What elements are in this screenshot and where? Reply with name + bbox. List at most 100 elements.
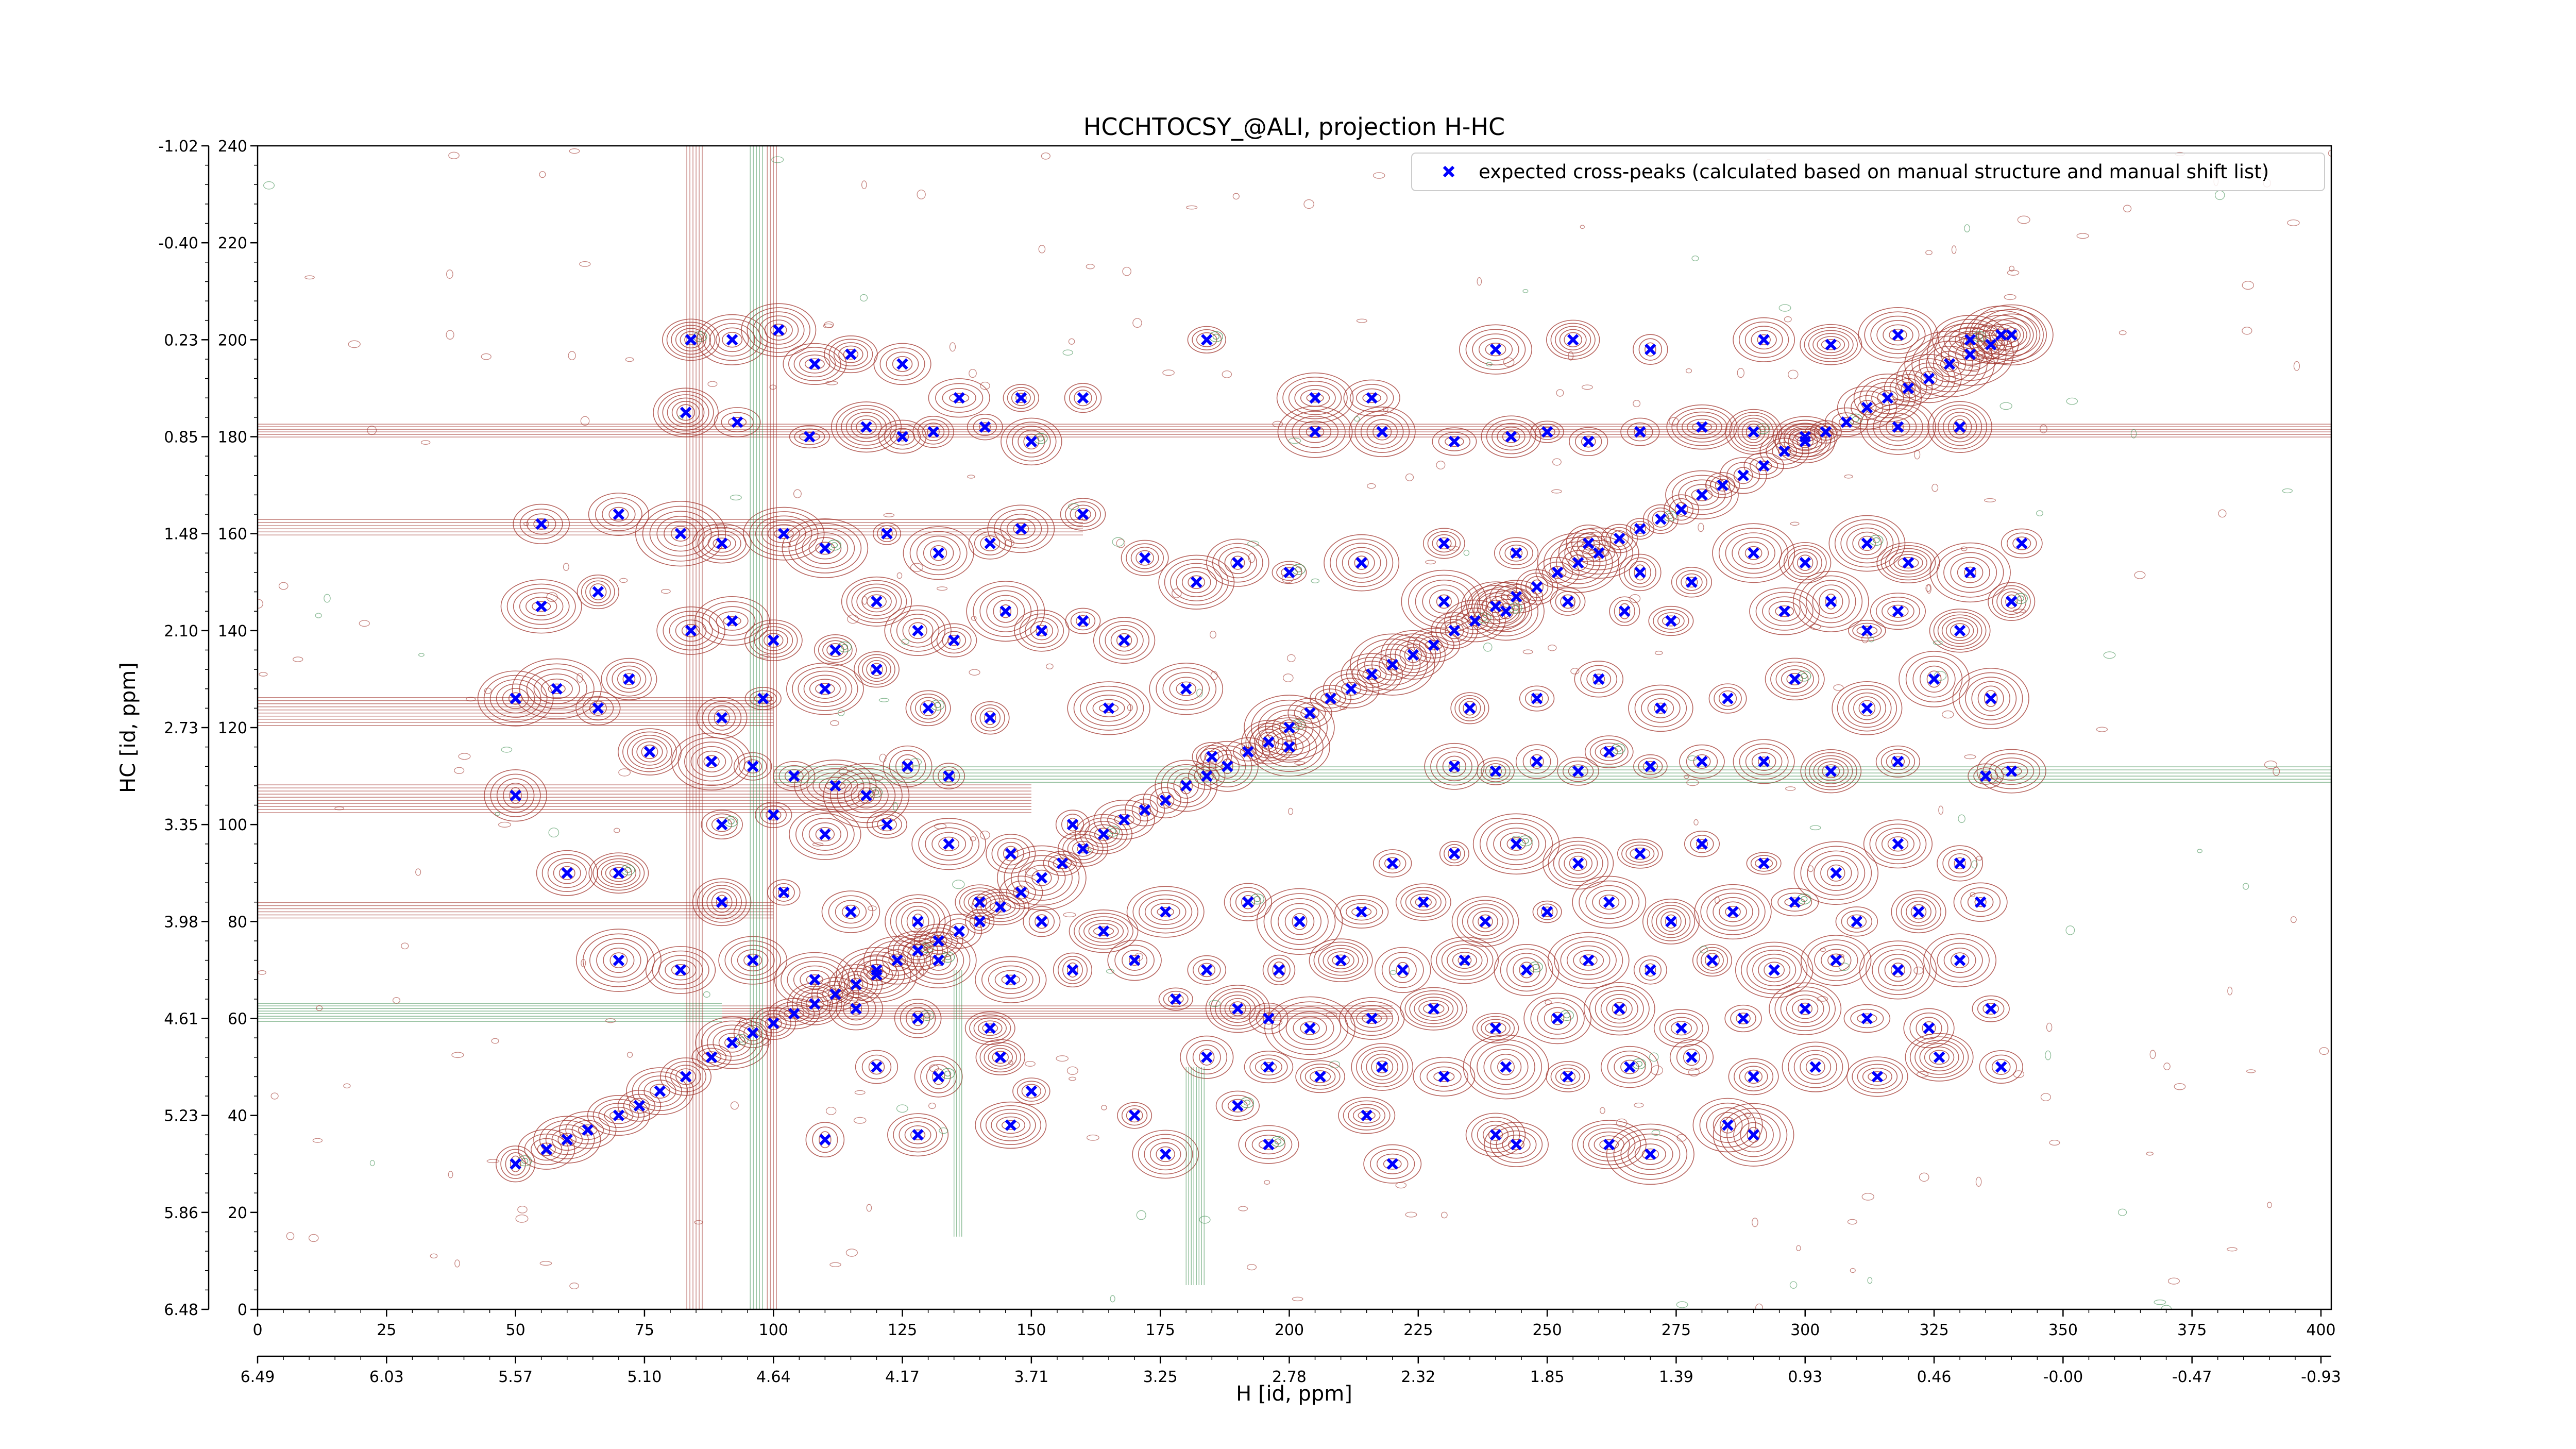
cross-peak-point: [1159, 794, 1172, 806]
cross-peak-point: [726, 1037, 738, 1049]
cross-peak-point: [757, 693, 769, 704]
cross-peak-point: [1263, 736, 1275, 748]
cross-peak-point: [1386, 1158, 1398, 1170]
cross-peak-point: [994, 1051, 1007, 1064]
cross-peak-point: [1979, 770, 1992, 782]
cross-peak-point: [685, 625, 697, 637]
cross-peak-point: [1727, 906, 1739, 918]
cross-peak-point: [705, 755, 718, 768]
y-tick-label: 200: [218, 331, 247, 349]
cross-peak-point: [1242, 896, 1254, 908]
cross-peak-point: [1159, 906, 1172, 918]
cross-peak-point: [896, 431, 908, 443]
cross-peak-point: [1036, 625, 1048, 637]
cross-peak-point: [2016, 537, 2028, 549]
cross-peak-point: [943, 838, 955, 850]
cross-peak-point: [1592, 547, 1605, 559]
cross-peak-point: [871, 596, 883, 608]
y-ppm-tick-label: 5.86: [164, 1204, 198, 1222]
cross-peak-point: [1830, 867, 1842, 879]
cross-peak-point: [1737, 469, 1749, 482]
cross-peak-point: [819, 1134, 831, 1145]
cross-peak-point: [1567, 334, 1579, 346]
cross-peak-point: [1768, 964, 1780, 976]
cross-peak-point: [1283, 741, 1295, 753]
legend: expected cross-peaks (calculated based o…: [1411, 153, 2325, 191]
cross-peak-point: [535, 600, 547, 613]
y-tick-label: 180: [218, 429, 247, 447]
cross-peak-point: [535, 518, 547, 530]
cross-peak-point: [778, 886, 790, 899]
cross-peak-point: [933, 954, 944, 966]
cross-peak-point: [654, 1085, 666, 1097]
cross-peak-point: [850, 979, 862, 990]
cross-peak-point: [1912, 906, 1925, 918]
cross-peak-point: [1551, 566, 1564, 579]
cross-peak-point: [1851, 916, 1863, 928]
cross-peak-point: [1438, 537, 1450, 549]
cross-peak-point: [1964, 348, 1976, 360]
cross-peak-point: [845, 906, 857, 918]
cross-peak-point: [1892, 421, 1904, 433]
cross-peak-point: [768, 809, 779, 821]
cross-peak-point: [1892, 605, 1904, 617]
x-ppm-tick-label: 5.57: [498, 1368, 533, 1386]
x-tick-label: 275: [1662, 1321, 1691, 1339]
cross-peak-point: [1778, 605, 1790, 617]
cross-peak-point: [1696, 421, 1708, 433]
cross-peak-point: [1201, 1051, 1213, 1064]
cross-peak-point: [551, 683, 563, 695]
cross-peak-point: [1717, 479, 1728, 491]
cross-peak-point: [1799, 431, 1811, 443]
x-tick-label: 225: [1403, 1321, 1433, 1339]
cross-peak-point: [1861, 537, 1873, 549]
cross-peak-point: [1263, 1013, 1275, 1024]
cross-peak-point: [896, 358, 908, 370]
cross-peak-point: [1696, 755, 1708, 768]
cross-peak-point: [984, 712, 996, 724]
cross-peak-point: [1438, 596, 1450, 608]
cross-peak-point: [979, 421, 991, 433]
cross-peak-point: [716, 712, 728, 724]
cross-peak-point: [1892, 838, 1904, 850]
cross-peak-point: [912, 916, 924, 928]
cross-peak-point: [1985, 339, 1997, 350]
x-ppm-tick-label: 6.03: [369, 1368, 404, 1386]
cross-peak-point: [1562, 1071, 1574, 1083]
cross-peak-point: [860, 421, 872, 433]
cross-peak-point: [1840, 416, 1853, 428]
x-tick-label: 150: [1016, 1321, 1046, 1339]
cross-peak-point: [1737, 1013, 1749, 1024]
y-ppm-tick-label: -0.40: [158, 234, 198, 252]
y-ppm-tick-label: 2.73: [164, 719, 198, 737]
cross-peak-point: [1830, 954, 1842, 966]
cross-peak-point: [716, 818, 728, 831]
cross-peak-point: [1928, 673, 1940, 685]
cross-peak-point: [953, 392, 965, 404]
cross-peak-point: [1386, 659, 1398, 670]
cross-peak-point: [1645, 761, 1656, 772]
cross-peak-point: [1696, 489, 1708, 501]
cross-peak-point: [829, 780, 841, 792]
cross-peak-point: [922, 702, 934, 714]
cross-peak-point: [1077, 392, 1089, 404]
y-tick-label: 80: [228, 913, 247, 931]
cross-peak-point: [1479, 916, 1492, 928]
cross-peak-point: [1510, 1138, 1522, 1151]
cross-peak-point: [1355, 906, 1367, 918]
cross-peak-point: [1304, 1022, 1316, 1034]
y-tick-label: 140: [218, 622, 247, 641]
cross-peak-point: [1531, 581, 1543, 593]
cross-peak-point: [809, 998, 821, 1010]
cross-peak-point: [933, 1071, 944, 1083]
cross-peak-point: [819, 542, 831, 554]
cross-peak-point: [643, 746, 656, 758]
cross-peak-point: [1273, 964, 1285, 976]
cross-peak-point: [1180, 683, 1192, 695]
x-tick-label: 50: [506, 1321, 526, 1339]
cross-peak-point: [1500, 1061, 1512, 1073]
cross-peak-point: [984, 1022, 996, 1034]
cross-peak-point: [1954, 421, 1966, 433]
cross-peak-point: [1015, 392, 1027, 404]
cross-peak-point: [1201, 770, 1213, 782]
